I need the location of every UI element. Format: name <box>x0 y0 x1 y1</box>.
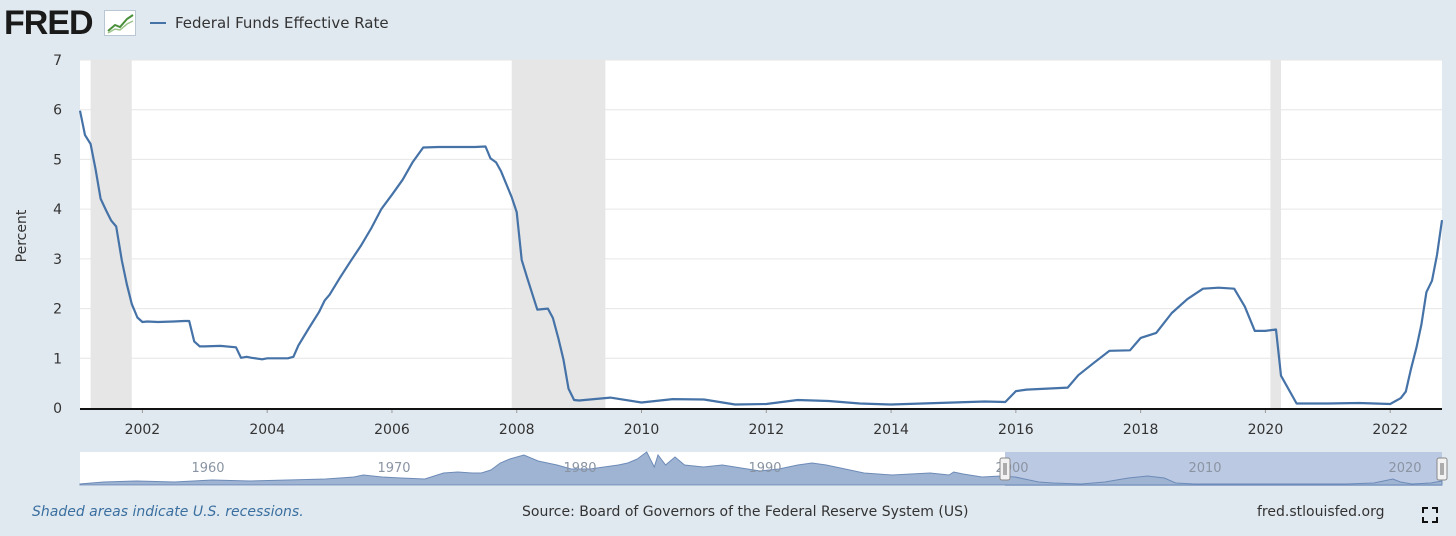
navigator-selection[interactable] <box>1005 452 1442 486</box>
x-tick-label: 2004 <box>249 422 285 438</box>
site-link[interactable]: fred.stlouisfed.org <box>1257 504 1385 520</box>
fred-logo[interactable]: FRED <box>4 4 94 42</box>
y-tick-label: 7 <box>53 53 62 69</box>
fullscreen-icon[interactable] <box>1422 507 1438 523</box>
y-tick-label: 4 <box>53 202 62 218</box>
x-tick-label: 2016 <box>998 422 1034 438</box>
navigator-label: 1960 <box>191 461 224 476</box>
x-tick-label: 2010 <box>624 422 660 438</box>
navigator-label: 2010 <box>1188 461 1221 476</box>
line-chart: 0 1 2 3 4 5 6 7 2002 2004 2006 2008 2010 2012 2014 201… <box>14 53 1448 486</box>
legend-swatch <box>150 22 166 24</box>
recession-note: Shaded areas indicate U.S. recessions. <box>32 504 304 520</box>
x-tick-label: 2022 <box>1372 422 1408 438</box>
range-navigator[interactable]: 1960 1970 1980 1990 2000 2010 2020 <box>79 451 1448 486</box>
x-tick-label: 2002 <box>125 422 161 438</box>
plot-area <box>80 60 1442 408</box>
recession-band-0 <box>90 60 132 408</box>
line-chart-icon <box>104 10 136 36</box>
navigator-label: 1980 <box>563 461 596 476</box>
navigator-handle-left[interactable] <box>999 457 1011 481</box>
y-tick-label: 2 <box>53 302 62 318</box>
x-tick-label: 2008 <box>499 422 535 438</box>
navigator-label: 1970 <box>377 461 410 476</box>
x-axis-ticks: 2002 2004 2006 2008 2010 2012 2014 2016 2018 2020… <box>125 408 1408 438</box>
legend-series-name: Federal Funds Effective Rate <box>175 14 389 32</box>
y-axis-ticks: 0 1 2 3 4 5 6 7 <box>53 53 62 417</box>
series-line[interactable] <box>78 110 1444 406</box>
y-tick-label: 1 <box>53 351 62 367</box>
y-tick-label: 3 <box>53 252 62 268</box>
chart-header: FRED Federal Funds Effective Rate <box>0 0 1456 48</box>
x-tick-label: 2020 <box>1248 422 1284 438</box>
x-tick-label: 2012 <box>748 422 784 438</box>
navigator-area <box>79 451 1443 486</box>
source-text: Source: Board of Governors of the Federa… <box>522 504 969 520</box>
x-tick-label: 2014 <box>873 422 909 438</box>
gridlines <box>80 59 1442 359</box>
navigator-label: 1990 <box>748 461 781 476</box>
recession-bands <box>90 60 1282 408</box>
x-tick-label: 2018 <box>1123 422 1159 438</box>
y-tick-label: 6 <box>53 103 62 119</box>
navigator-handle-right[interactable] <box>1436 457 1448 481</box>
y-tick-label: 5 <box>53 152 62 168</box>
y-axis-label: Percent <box>14 209 30 262</box>
navigator-label: 2020 <box>1388 461 1421 476</box>
x-tick-label: 2006 <box>374 422 410 438</box>
recession-band-1 <box>511 60 606 408</box>
y-tick-label: 0 <box>53 401 62 417</box>
recession-band-2 <box>1270 60 1282 408</box>
